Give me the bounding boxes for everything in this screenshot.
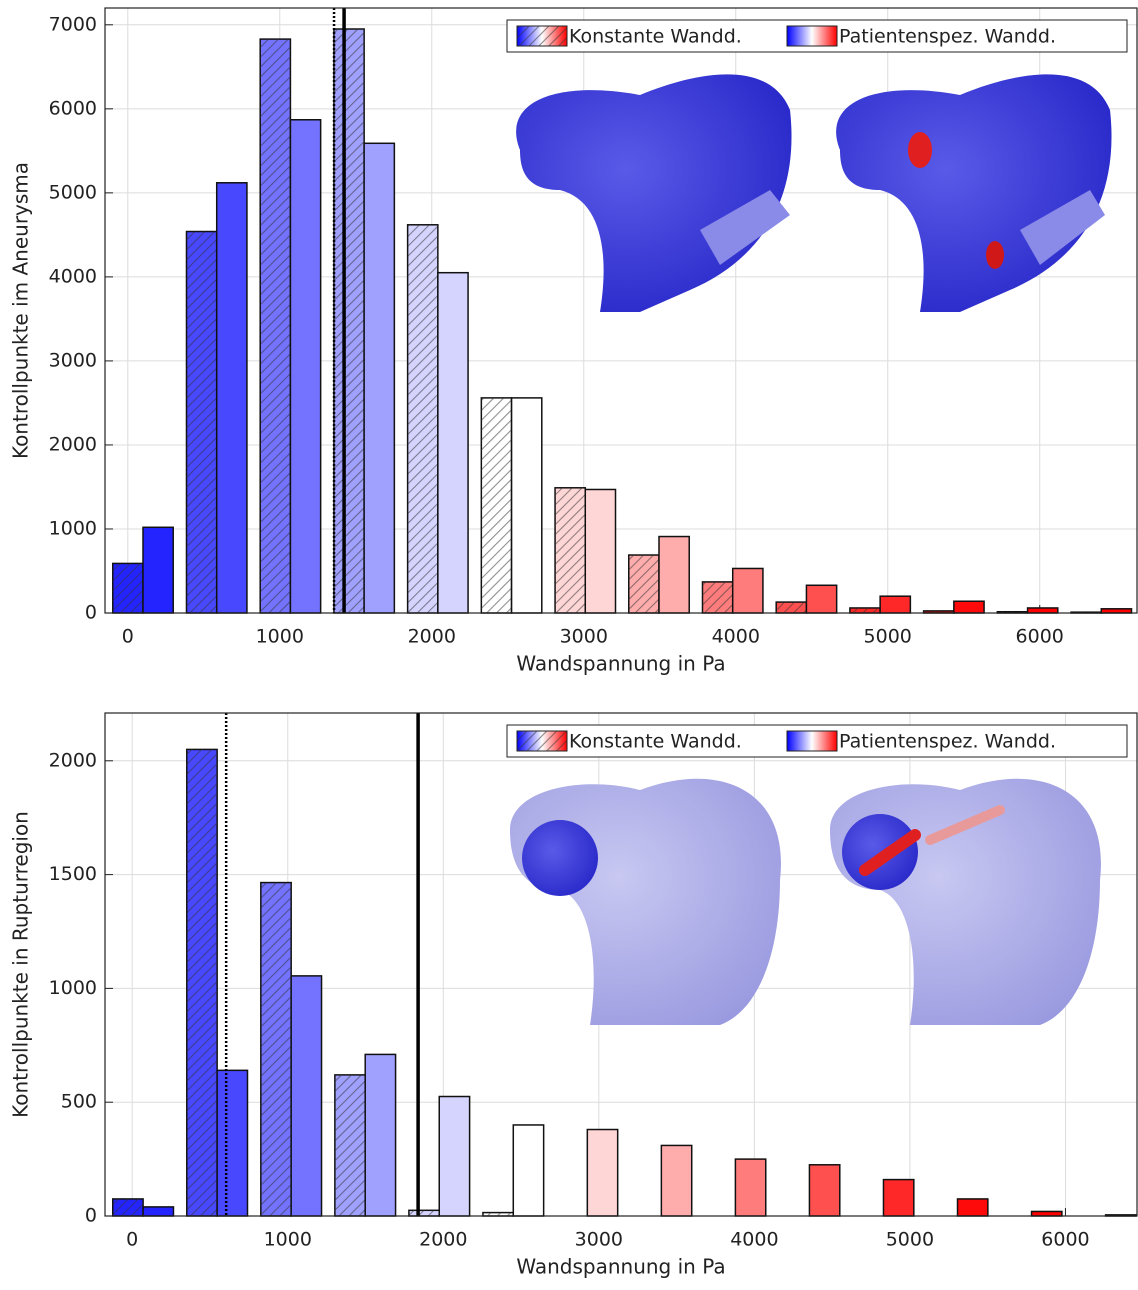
legend: Konstante Wandd. Patientenspez. Wandd. xyxy=(506,724,1128,758)
bar xyxy=(658,535,690,614)
bar-hatch xyxy=(408,1210,440,1216)
x-tick-label: 1000 xyxy=(264,1229,312,1251)
bar-hatch xyxy=(407,224,438,613)
bar xyxy=(437,271,469,614)
bar xyxy=(215,182,248,614)
bar xyxy=(879,595,912,614)
bar xyxy=(289,119,322,614)
legend-swatch xyxy=(786,25,838,47)
x-tick-label: 4000 xyxy=(730,1229,778,1251)
legend-label: Konstante Wandd. xyxy=(569,731,742,753)
bar-hatch xyxy=(112,563,143,613)
bar xyxy=(216,1069,249,1217)
x-tick-label: 5000 xyxy=(864,626,912,648)
bar-hatch xyxy=(776,602,807,613)
inset-images xyxy=(510,74,1112,1025)
legend-label: Konstante Wandd. xyxy=(569,26,742,48)
bar-hatch xyxy=(333,29,365,613)
bar-hatch xyxy=(112,1198,144,1216)
y-tick-label: 2000 xyxy=(49,433,97,455)
bar xyxy=(882,1178,915,1217)
x-tick-label: 2000 xyxy=(419,1229,467,1251)
axes-box xyxy=(104,712,1138,1217)
bar xyxy=(438,1095,471,1217)
legend-hatch xyxy=(517,26,567,46)
x-tick-label: 3000 xyxy=(575,1229,623,1251)
y-tick-label: 1500 xyxy=(49,863,97,885)
y-tick-label: 0 xyxy=(85,602,97,624)
bar xyxy=(584,488,617,614)
y-tick-label: 1000 xyxy=(49,977,97,999)
bar-hatch xyxy=(702,581,733,613)
legend-swatch xyxy=(786,730,838,752)
y-tick-label: 1000 xyxy=(49,517,97,539)
bar xyxy=(660,1144,693,1217)
x-axis-title: Wandspannung in Pa xyxy=(516,1255,725,1279)
bar xyxy=(1030,1210,1063,1217)
bar xyxy=(956,1198,989,1217)
x-axis-title: Wandspannung in Pa xyxy=(516,652,725,676)
bar xyxy=(1100,608,1133,614)
bar xyxy=(364,1053,397,1217)
x-tick-label: 5000 xyxy=(886,1229,934,1251)
bar xyxy=(586,1128,619,1217)
bar-hatch xyxy=(628,555,659,613)
x-tick-label: 1000 xyxy=(256,626,304,648)
y-tick-label: 6000 xyxy=(49,97,97,119)
bar-hatch xyxy=(260,882,292,1216)
y-tick-label: 4000 xyxy=(49,265,97,287)
x-tick-label: 3000 xyxy=(560,626,608,648)
bar-hatch xyxy=(482,1212,514,1216)
bar-hatch xyxy=(481,397,512,613)
x-tick-label: 4000 xyxy=(712,626,760,648)
legend: Konstante Wandd. Patientenspez. Wandd. xyxy=(506,19,1128,53)
bar xyxy=(808,1164,841,1217)
legend-label: Patientenspez. Wandd. xyxy=(839,26,1056,48)
bar xyxy=(363,142,396,614)
y-tick-label: 2000 xyxy=(49,749,97,771)
bar-hatch xyxy=(334,1074,366,1216)
y-tick-label: 5000 xyxy=(49,181,97,203)
x-tick-label: 0 xyxy=(122,626,134,648)
axes-box xyxy=(104,7,1138,614)
y-tick-label: 500 xyxy=(61,1091,97,1113)
x-tick-label: 0 xyxy=(126,1229,138,1251)
bar xyxy=(142,1206,175,1217)
bar xyxy=(142,526,174,614)
bar xyxy=(512,1124,545,1217)
bar-hatch xyxy=(997,611,1028,613)
x-tick-label: 6000 xyxy=(1016,626,1064,648)
bar-hatch xyxy=(186,749,218,1216)
bar xyxy=(1026,607,1059,614)
bar xyxy=(805,584,838,614)
y-axis-title: Kontrollpunkte im Aneurysma xyxy=(9,162,33,459)
bar xyxy=(731,567,764,614)
x-tick-label: 6000 xyxy=(1041,1229,1089,1251)
bar-hatch xyxy=(849,607,881,613)
bar-hatch xyxy=(260,39,291,614)
bar xyxy=(953,600,985,614)
bar xyxy=(290,975,323,1217)
bar xyxy=(734,1158,767,1217)
y-tick-label: 0 xyxy=(85,1205,97,1227)
x-tick-label: 2000 xyxy=(408,626,456,648)
bar xyxy=(510,397,543,614)
legend-label: Patientenspez. Wandd. xyxy=(839,731,1056,753)
bar-hatch xyxy=(186,231,217,613)
y-tick-label: 3000 xyxy=(49,349,97,371)
y-tick-label: 7000 xyxy=(49,13,97,35)
bar-hatch xyxy=(923,610,954,613)
y-axis-title: Kontrollpunkte in Rupturregion xyxy=(9,811,33,1118)
legend-hatch xyxy=(517,731,567,751)
bar-hatch xyxy=(555,487,586,613)
